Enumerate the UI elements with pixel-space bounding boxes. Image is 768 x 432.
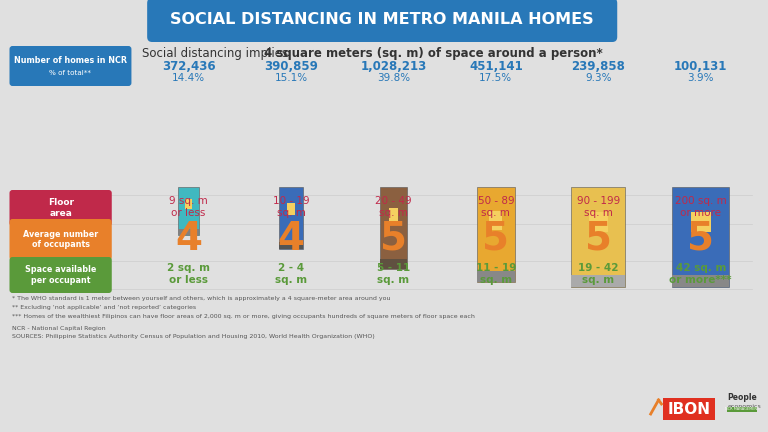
- Bar: [379, 259, 407, 269]
- Text: 9.3%: 9.3%: [585, 73, 611, 83]
- Text: 19 - 42
sq. m: 19 - 42 sq. m: [578, 263, 618, 285]
- Text: 2 sq. m
or less: 2 sq. m or less: [167, 263, 210, 285]
- Text: 11 - 19
sq. m: 11 - 19 sq. m: [475, 263, 516, 285]
- Bar: [389, 207, 399, 224]
- Bar: [571, 275, 625, 287]
- Text: Space available
per occupant: Space available per occupant: [25, 265, 96, 285]
- FancyBboxPatch shape: [9, 257, 112, 293]
- Text: 5: 5: [584, 220, 612, 258]
- Bar: [185, 199, 192, 209]
- Text: 5: 5: [482, 220, 509, 258]
- Text: 390,859: 390,859: [264, 60, 318, 73]
- Text: 5: 5: [687, 220, 714, 258]
- FancyBboxPatch shape: [664, 398, 714, 420]
- Text: * The WHO standard is 1 meter between yourself and others, which is approximatel: * The WHO standard is 1 meter between yo…: [12, 296, 391, 301]
- Text: ** Excluding ‘not applicable’ and ‘not reported’ categories: ** Excluding ‘not applicable’ and ‘not r…: [12, 305, 197, 310]
- Text: SOCIAL DISTANCING IN METRO MANILA HOMES: SOCIAL DISTANCING IN METRO MANILA HOMES: [170, 13, 594, 28]
- Bar: [672, 275, 730, 287]
- Text: 17.5%: 17.5%: [479, 73, 512, 83]
- Text: 4: 4: [277, 220, 304, 258]
- Bar: [477, 187, 515, 282]
- Text: SOURCES: Philippine Statistics Authority Census of Population and Housing 2010, : SOURCES: Philippine Statistics Authority…: [12, 334, 376, 339]
- Text: 10 - 19
sq. m: 10 - 19 sq. m: [273, 196, 310, 218]
- Text: 14.4%: 14.4%: [172, 73, 205, 83]
- Text: 1,028,213: 1,028,213: [360, 60, 426, 73]
- FancyBboxPatch shape: [9, 219, 112, 260]
- Text: 42 sq. m
or more***: 42 sq. m or more***: [670, 263, 732, 285]
- Text: % of total**: % of total**: [49, 70, 91, 76]
- Bar: [589, 212, 607, 232]
- Text: 372,436: 372,436: [162, 60, 215, 73]
- Text: economics: economics: [727, 403, 761, 409]
- Text: 39.8%: 39.8%: [377, 73, 410, 83]
- Bar: [477, 270, 515, 282]
- Text: 90 - 199
sq. m: 90 - 199 sq. m: [577, 196, 620, 218]
- Bar: [177, 187, 200, 235]
- Text: 100,131: 100,131: [674, 60, 727, 73]
- Text: 15.1%: 15.1%: [274, 73, 307, 83]
- Bar: [571, 187, 625, 287]
- Text: Average number
of occupants: Average number of occupants: [23, 230, 98, 249]
- Text: NCR - National Capital Region: NCR - National Capital Region: [12, 326, 106, 331]
- Bar: [280, 241, 303, 249]
- Text: *** Homes of the wealthiest Filipinos can have floor areas of 2,000 sq. m or mor: *** Homes of the wealthiest Filipinos ca…: [12, 314, 475, 319]
- Bar: [177, 229, 200, 235]
- Text: NCR MANAGEMENT: NCR MANAGEMENT: [725, 407, 760, 412]
- Text: 5: 5: [380, 220, 407, 258]
- Bar: [280, 187, 303, 249]
- Text: 50 - 89
sq. m: 50 - 89 sq. m: [478, 196, 515, 218]
- Text: 20 - 49
sq. m: 20 - 49 sq. m: [375, 196, 412, 218]
- Text: 5 - 11
sq. m: 5 - 11 sq. m: [377, 263, 410, 285]
- Bar: [672, 187, 730, 287]
- Text: 200 sq. m
or more: 200 sq. m or more: [675, 196, 727, 218]
- Bar: [379, 187, 407, 269]
- Bar: [489, 211, 502, 230]
- Text: Floor
area: Floor area: [48, 198, 74, 218]
- Text: 4 square meters (sq. m) of space around a person*: 4 square meters (sq. m) of space around …: [263, 48, 602, 60]
- Text: 451,141: 451,141: [469, 60, 523, 73]
- Text: 9 sq. m
or less: 9 sq. m or less: [169, 196, 208, 218]
- Text: IBON: IBON: [667, 401, 710, 416]
- Text: Number of homes in NCR: Number of homes in NCR: [14, 57, 127, 65]
- Bar: [287, 203, 295, 215]
- Text: Social distancing implies: Social distancing implies: [142, 48, 292, 60]
- FancyBboxPatch shape: [9, 190, 112, 226]
- Bar: [727, 407, 757, 412]
- Bar: [690, 212, 710, 232]
- Text: People: People: [727, 394, 757, 403]
- Text: 4: 4: [175, 220, 202, 258]
- Text: 2 - 4
sq. m: 2 - 4 sq. m: [275, 263, 307, 285]
- Text: 239,858: 239,858: [571, 60, 625, 73]
- FancyBboxPatch shape: [147, 0, 617, 42]
- FancyBboxPatch shape: [9, 46, 131, 86]
- Text: 3.9%: 3.9%: [687, 73, 714, 83]
